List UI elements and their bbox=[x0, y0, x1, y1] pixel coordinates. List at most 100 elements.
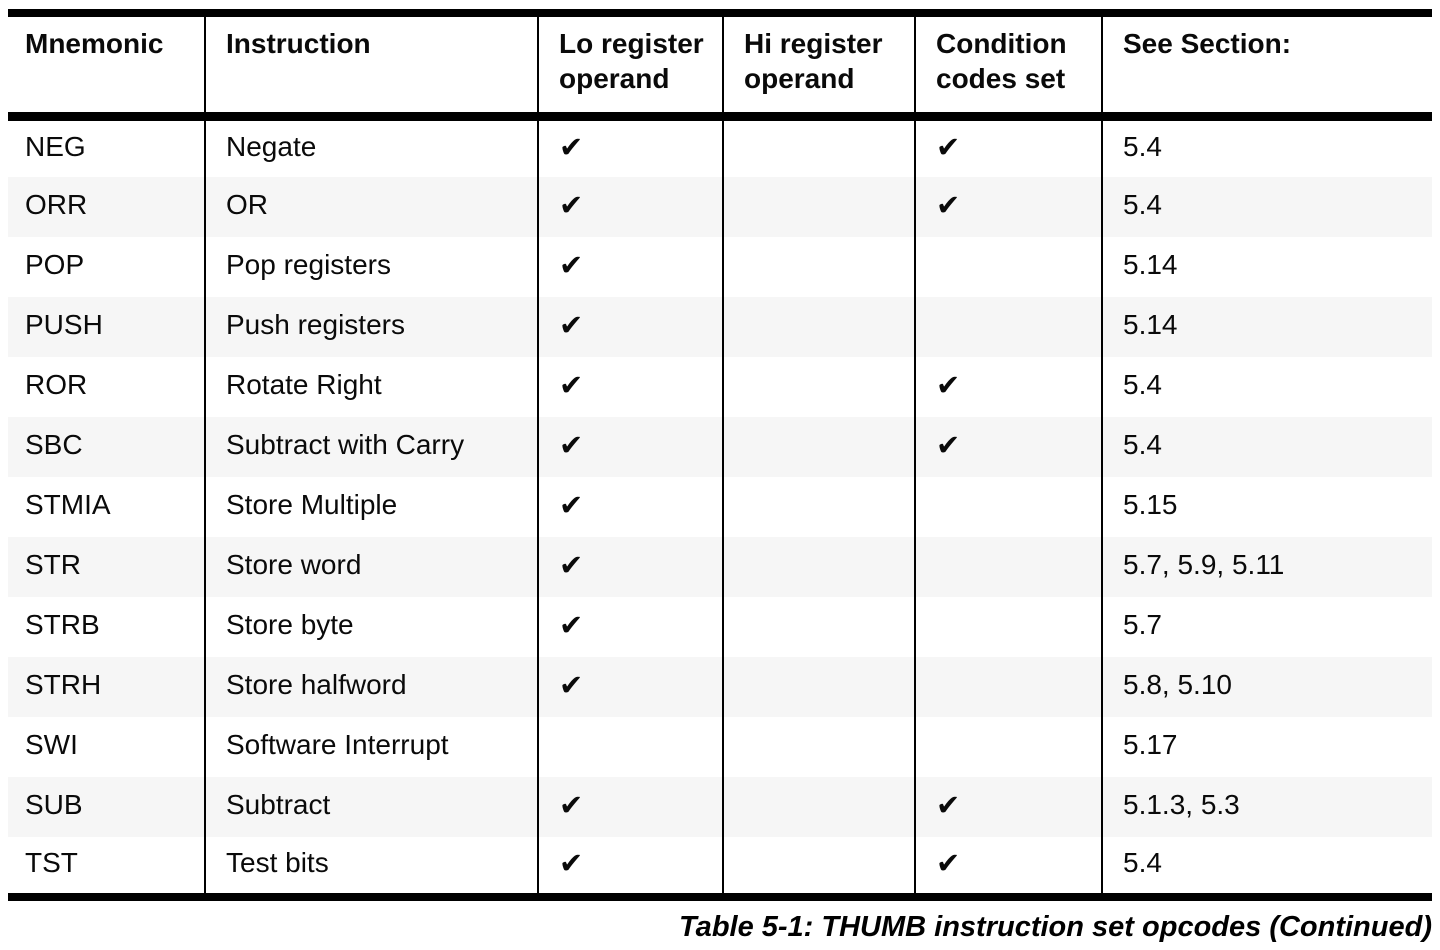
cell-condition-codes-check: ✔ bbox=[914, 356, 1102, 417]
thumb-opcodes-table-wrap: Mnemonic Instruction Lo register operand… bbox=[8, 9, 1432, 901]
cell-mnemonic: SUB bbox=[25, 788, 83, 820]
cell-see-section: 5.4 bbox=[1101, 836, 1432, 897]
table-row: STMIA Store Multiple ✔ 5.15 bbox=[8, 476, 1432, 537]
cell-mnemonic: NEG bbox=[25, 130, 86, 162]
table-row: TST Test bits ✔ ✔ 5.4 bbox=[8, 836, 1432, 897]
cell-instruction: Negate bbox=[204, 116, 538, 177]
cell-condition-codes-check bbox=[914, 236, 1102, 297]
cell-see-section: 5.4 bbox=[1101, 116, 1432, 177]
table-body: NEG Negate ✔ ✔ 5.4 ORR OR ✔ ✔ 5.4 POP Po… bbox=[8, 116, 1432, 897]
cell-condition-codes-check: ✔ bbox=[914, 416, 1102, 477]
cell-lo-register-check: ✔ bbox=[537, 116, 723, 177]
cell-condition-codes-check bbox=[914, 656, 1102, 717]
cell-see-section: 5.8, 5.10 bbox=[1101, 656, 1432, 717]
header-mnemonic: Mnemonic bbox=[8, 13, 205, 121]
header-condition-codes-set: Condition codes set bbox=[914, 13, 1102, 121]
table-caption: Table 5-1: THUMB instruction set opcodes… bbox=[679, 910, 1432, 943]
cell-see-section: 5.4 bbox=[1101, 176, 1432, 237]
cell-see-section: 5.17 bbox=[1101, 716, 1432, 777]
cell-mnemonic: SBC bbox=[25, 428, 83, 460]
cell-mnemonic: POP bbox=[25, 248, 85, 280]
table-row: ORR OR ✔ ✔ 5.4 bbox=[8, 176, 1432, 237]
cell-hi-register-check bbox=[722, 476, 915, 537]
cell-condition-codes-check bbox=[914, 596, 1102, 657]
cell-see-section: 5.7 bbox=[1101, 596, 1432, 657]
cell-hi-register-check bbox=[722, 116, 915, 177]
cell-hi-register-check bbox=[722, 296, 915, 357]
cell-lo-register-check: ✔ bbox=[537, 296, 723, 357]
table-row: SWI Software Interrupt 5.17 bbox=[8, 716, 1432, 777]
cell-mnemonic: STRH bbox=[25, 668, 102, 700]
cell-lo-register-check: ✔ bbox=[537, 536, 723, 597]
table-row: ROR Rotate Right ✔ ✔ 5.4 bbox=[8, 356, 1432, 417]
cell-hi-register-check bbox=[722, 176, 915, 237]
cell-instruction: Subtract with Carry bbox=[204, 416, 538, 477]
cell-hi-register-check bbox=[722, 776, 915, 837]
cell-lo-register-check: ✔ bbox=[537, 656, 723, 717]
cell-lo-register-check bbox=[537, 716, 723, 777]
cell-mnemonic: PUSH bbox=[25, 308, 103, 340]
cell-see-section: 5.14 bbox=[1101, 236, 1432, 297]
cell-condition-codes-check bbox=[914, 296, 1102, 357]
cell-hi-register-check bbox=[722, 416, 915, 477]
table-row: NEG Negate ✔ ✔ 5.4 bbox=[8, 116, 1432, 177]
header-instruction: Instruction bbox=[204, 13, 538, 121]
cell-instruction: Rotate Right bbox=[204, 356, 538, 417]
cell-condition-codes-check bbox=[914, 536, 1102, 597]
cell-instruction: Store Multiple bbox=[204, 476, 538, 537]
cell-condition-codes-check bbox=[914, 476, 1102, 537]
cell-condition-codes-check bbox=[914, 716, 1102, 777]
cell-mnemonic: ROR bbox=[25, 368, 88, 400]
cell-hi-register-check bbox=[722, 356, 915, 417]
header-lo-register-operand: Lo register operand bbox=[537, 13, 723, 121]
table-row: STRH Store halfword ✔ 5.8, 5.10 bbox=[8, 656, 1432, 717]
cell-lo-register-check: ✔ bbox=[537, 836, 723, 897]
cell-mnemonic: STMIA bbox=[25, 488, 111, 520]
cell-lo-register-check: ✔ bbox=[537, 236, 723, 297]
cell-condition-codes-check: ✔ bbox=[914, 176, 1102, 237]
cell-mnemonic: ORR bbox=[25, 188, 88, 220]
cell-hi-register-check bbox=[722, 236, 915, 297]
cell-see-section: 5.1.3, 5.3 bbox=[1101, 776, 1432, 837]
cell-hi-register-check bbox=[722, 656, 915, 717]
cell-condition-codes-check: ✔ bbox=[914, 836, 1102, 897]
cell-condition-codes-check: ✔ bbox=[914, 116, 1102, 177]
cell-instruction: Pop registers bbox=[204, 236, 538, 297]
cell-lo-register-check: ✔ bbox=[537, 356, 723, 417]
cell-instruction: Test bits bbox=[204, 836, 538, 897]
table-row: STRB Store byte ✔ 5.7 bbox=[8, 596, 1432, 657]
table-row: SUB Subtract ✔ ✔ 5.1.3, 5.3 bbox=[8, 776, 1432, 837]
thumb-opcodes-table: Mnemonic Instruction Lo register operand… bbox=[8, 9, 1432, 901]
cell-lo-register-check: ✔ bbox=[537, 176, 723, 237]
cell-lo-register-check: ✔ bbox=[537, 476, 723, 537]
cell-instruction: Push registers bbox=[204, 296, 538, 357]
cell-instruction: Subtract bbox=[204, 776, 538, 837]
cell-mnemonic: TST bbox=[25, 846, 78, 878]
cell-see-section: 5.7, 5.9, 5.11 bbox=[1101, 536, 1432, 597]
cell-hi-register-check bbox=[722, 836, 915, 897]
cell-lo-register-check: ✔ bbox=[537, 596, 723, 657]
cell-mnemonic: SWI bbox=[25, 728, 78, 760]
table-row: STR Store word ✔ 5.7, 5.9, 5.11 bbox=[8, 536, 1432, 597]
cell-instruction: Software Interrupt bbox=[204, 716, 538, 777]
table-row: POP Pop registers ✔ 5.14 bbox=[8, 236, 1432, 297]
cell-instruction: Store byte bbox=[204, 596, 538, 657]
header-hi-register-operand: Hi register operand bbox=[722, 13, 915, 121]
cell-see-section: 5.4 bbox=[1101, 416, 1432, 477]
cell-see-section: 5.15 bbox=[1101, 476, 1432, 537]
cell-instruction: Store halfword bbox=[204, 656, 538, 717]
header-see-section: See Section: bbox=[1101, 13, 1432, 121]
cell-mnemonic: STRB bbox=[25, 608, 100, 640]
cell-instruction: Store word bbox=[204, 536, 538, 597]
cell-see-section: 5.14 bbox=[1101, 296, 1432, 357]
cell-see-section: 5.4 bbox=[1101, 356, 1432, 417]
cell-condition-codes-check: ✔ bbox=[914, 776, 1102, 837]
table-row: SBC Subtract with Carry ✔ ✔ 5.4 bbox=[8, 416, 1432, 477]
cell-instruction: OR bbox=[204, 176, 538, 237]
cell-lo-register-check: ✔ bbox=[537, 416, 723, 477]
header-row: Mnemonic Instruction Lo register operand… bbox=[8, 13, 1432, 121]
table-row: PUSH Push registers ✔ 5.14 bbox=[8, 296, 1432, 357]
cell-hi-register-check bbox=[722, 536, 915, 597]
table-header: Mnemonic Instruction Lo register operand… bbox=[8, 13, 1432, 121]
cell-hi-register-check bbox=[722, 716, 915, 777]
